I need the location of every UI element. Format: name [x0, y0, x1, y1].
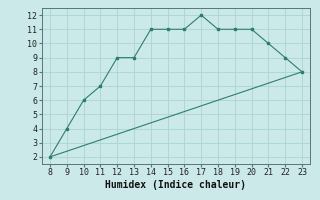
X-axis label: Humidex (Indice chaleur): Humidex (Indice chaleur) [106, 180, 246, 190]
